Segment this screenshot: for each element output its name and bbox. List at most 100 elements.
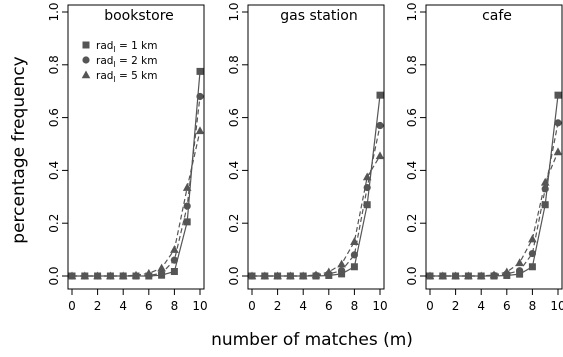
data-point bbox=[515, 258, 524, 267]
y-tick-label: 0.6 bbox=[405, 108, 419, 127]
data-point bbox=[438, 271, 448, 280]
data-point bbox=[502, 267, 512, 276]
series-triangle bbox=[247, 151, 385, 280]
x-tick-label: 6 bbox=[325, 299, 333, 313]
data-point bbox=[464, 271, 473, 280]
x-axis-label: number of matches (m) bbox=[211, 330, 413, 350]
data-point bbox=[170, 268, 178, 276]
data-point bbox=[170, 256, 178, 264]
x-tick-label: 4 bbox=[477, 299, 485, 313]
data-point bbox=[541, 201, 549, 209]
data-point bbox=[451, 271, 460, 280]
data-point bbox=[350, 251, 358, 259]
panel-title: cafe bbox=[482, 8, 512, 24]
x-tick-label: 10 bbox=[550, 299, 563, 313]
data-point bbox=[286, 271, 295, 280]
data-point bbox=[540, 177, 550, 186]
y-tick-label: 0.0 bbox=[405, 266, 419, 285]
legend-entry: radl = 1 km bbox=[96, 40, 157, 54]
data-point bbox=[183, 202, 191, 210]
y-tick-label: 1.0 bbox=[405, 2, 419, 21]
legend-rest: = 1 km bbox=[116, 40, 158, 52]
data-point bbox=[528, 234, 537, 243]
x-tick-label: 8 bbox=[351, 299, 359, 313]
data-point bbox=[311, 270, 321, 279]
legend-text: rad bbox=[96, 40, 113, 52]
x-tick-label: 6 bbox=[145, 299, 153, 313]
legend-marker bbox=[82, 56, 90, 64]
x-tick-label: 8 bbox=[171, 299, 179, 313]
data-point bbox=[324, 267, 334, 276]
data-point bbox=[247, 271, 257, 280]
series-line bbox=[252, 155, 381, 277]
x-tick-label: 2 bbox=[94, 299, 102, 313]
data-point bbox=[375, 151, 385, 160]
series-line bbox=[430, 122, 559, 277]
data-point bbox=[93, 271, 102, 280]
data-point bbox=[182, 183, 192, 191]
panel-frame bbox=[425, 4, 563, 290]
data-point bbox=[425, 271, 435, 280]
legend-sub: l bbox=[113, 60, 115, 69]
y-tick-label: 0.4 bbox=[47, 161, 61, 180]
legend-sub: l bbox=[113, 45, 115, 54]
data-point bbox=[554, 91, 562, 99]
x-tick-label: 2 bbox=[452, 299, 460, 313]
data-point bbox=[553, 147, 563, 156]
data-point bbox=[338, 267, 346, 275]
y-tick-label: 0.2 bbox=[405, 214, 419, 233]
y-tick-label: 1.0 bbox=[227, 2, 241, 21]
data-point bbox=[363, 201, 371, 209]
data-point bbox=[106, 271, 115, 280]
data-point bbox=[158, 269, 166, 277]
data-point bbox=[131, 270, 141, 279]
y-tick-label: 0.6 bbox=[47, 108, 61, 127]
series-square bbox=[248, 91, 384, 280]
legend-sub: l bbox=[113, 75, 115, 84]
legend-entry: radl = 5 km bbox=[96, 70, 157, 84]
y-tick-label: 0.4 bbox=[227, 161, 241, 180]
legend-rest: = 5 km bbox=[116, 70, 158, 82]
data-point bbox=[489, 270, 499, 279]
data-point bbox=[528, 263, 536, 271]
x-tick-label: 4 bbox=[299, 299, 307, 313]
data-point bbox=[376, 121, 384, 130]
panel-frame bbox=[67, 4, 205, 290]
data-point bbox=[476, 271, 486, 280]
data-point bbox=[363, 183, 371, 192]
data-point bbox=[144, 268, 154, 277]
data-point bbox=[362, 172, 372, 181]
data-point bbox=[350, 263, 358, 271]
data-point bbox=[528, 249, 537, 258]
legend-entry: radl = 2 km bbox=[96, 55, 157, 69]
series-circle bbox=[248, 121, 384, 280]
y-tick-label: 0.0 bbox=[227, 266, 241, 285]
x-tick-label: 4 bbox=[119, 299, 127, 313]
data-point bbox=[67, 271, 77, 280]
data-point bbox=[157, 263, 166, 272]
legend-marker bbox=[82, 41, 90, 49]
data-point bbox=[298, 271, 308, 280]
y-tick-label: 0.4 bbox=[405, 161, 419, 180]
x-tick-label: 0 bbox=[426, 299, 434, 313]
y-tick-label: 0.2 bbox=[47, 214, 61, 233]
series-triangle bbox=[67, 126, 205, 280]
series-line bbox=[430, 95, 559, 277]
panel-0: bookstore 0.0 0.2 0.4 0.6 0.8 1.0 0 2 4 6 8 10 bbox=[47, 2, 208, 313]
data-point bbox=[350, 237, 359, 245]
y-tick-label: 0.0 bbox=[47, 266, 61, 285]
legend-text: rad bbox=[96, 55, 113, 67]
data-point bbox=[196, 92, 204, 101]
series-line bbox=[72, 71, 201, 277]
y-tick-label: 0.8 bbox=[405, 55, 419, 74]
panel-1: gas station 0.0 0.2 0.4 0.6 0.8 1.0 0 2 4 6 8 10 bbox=[227, 2, 388, 313]
y-tick-label: 0.8 bbox=[47, 55, 61, 74]
series-line bbox=[72, 130, 201, 277]
legend-text: rad bbox=[96, 70, 113, 82]
series-line bbox=[430, 151, 559, 277]
data-point bbox=[376, 91, 384, 99]
series-triangle bbox=[425, 147, 563, 280]
